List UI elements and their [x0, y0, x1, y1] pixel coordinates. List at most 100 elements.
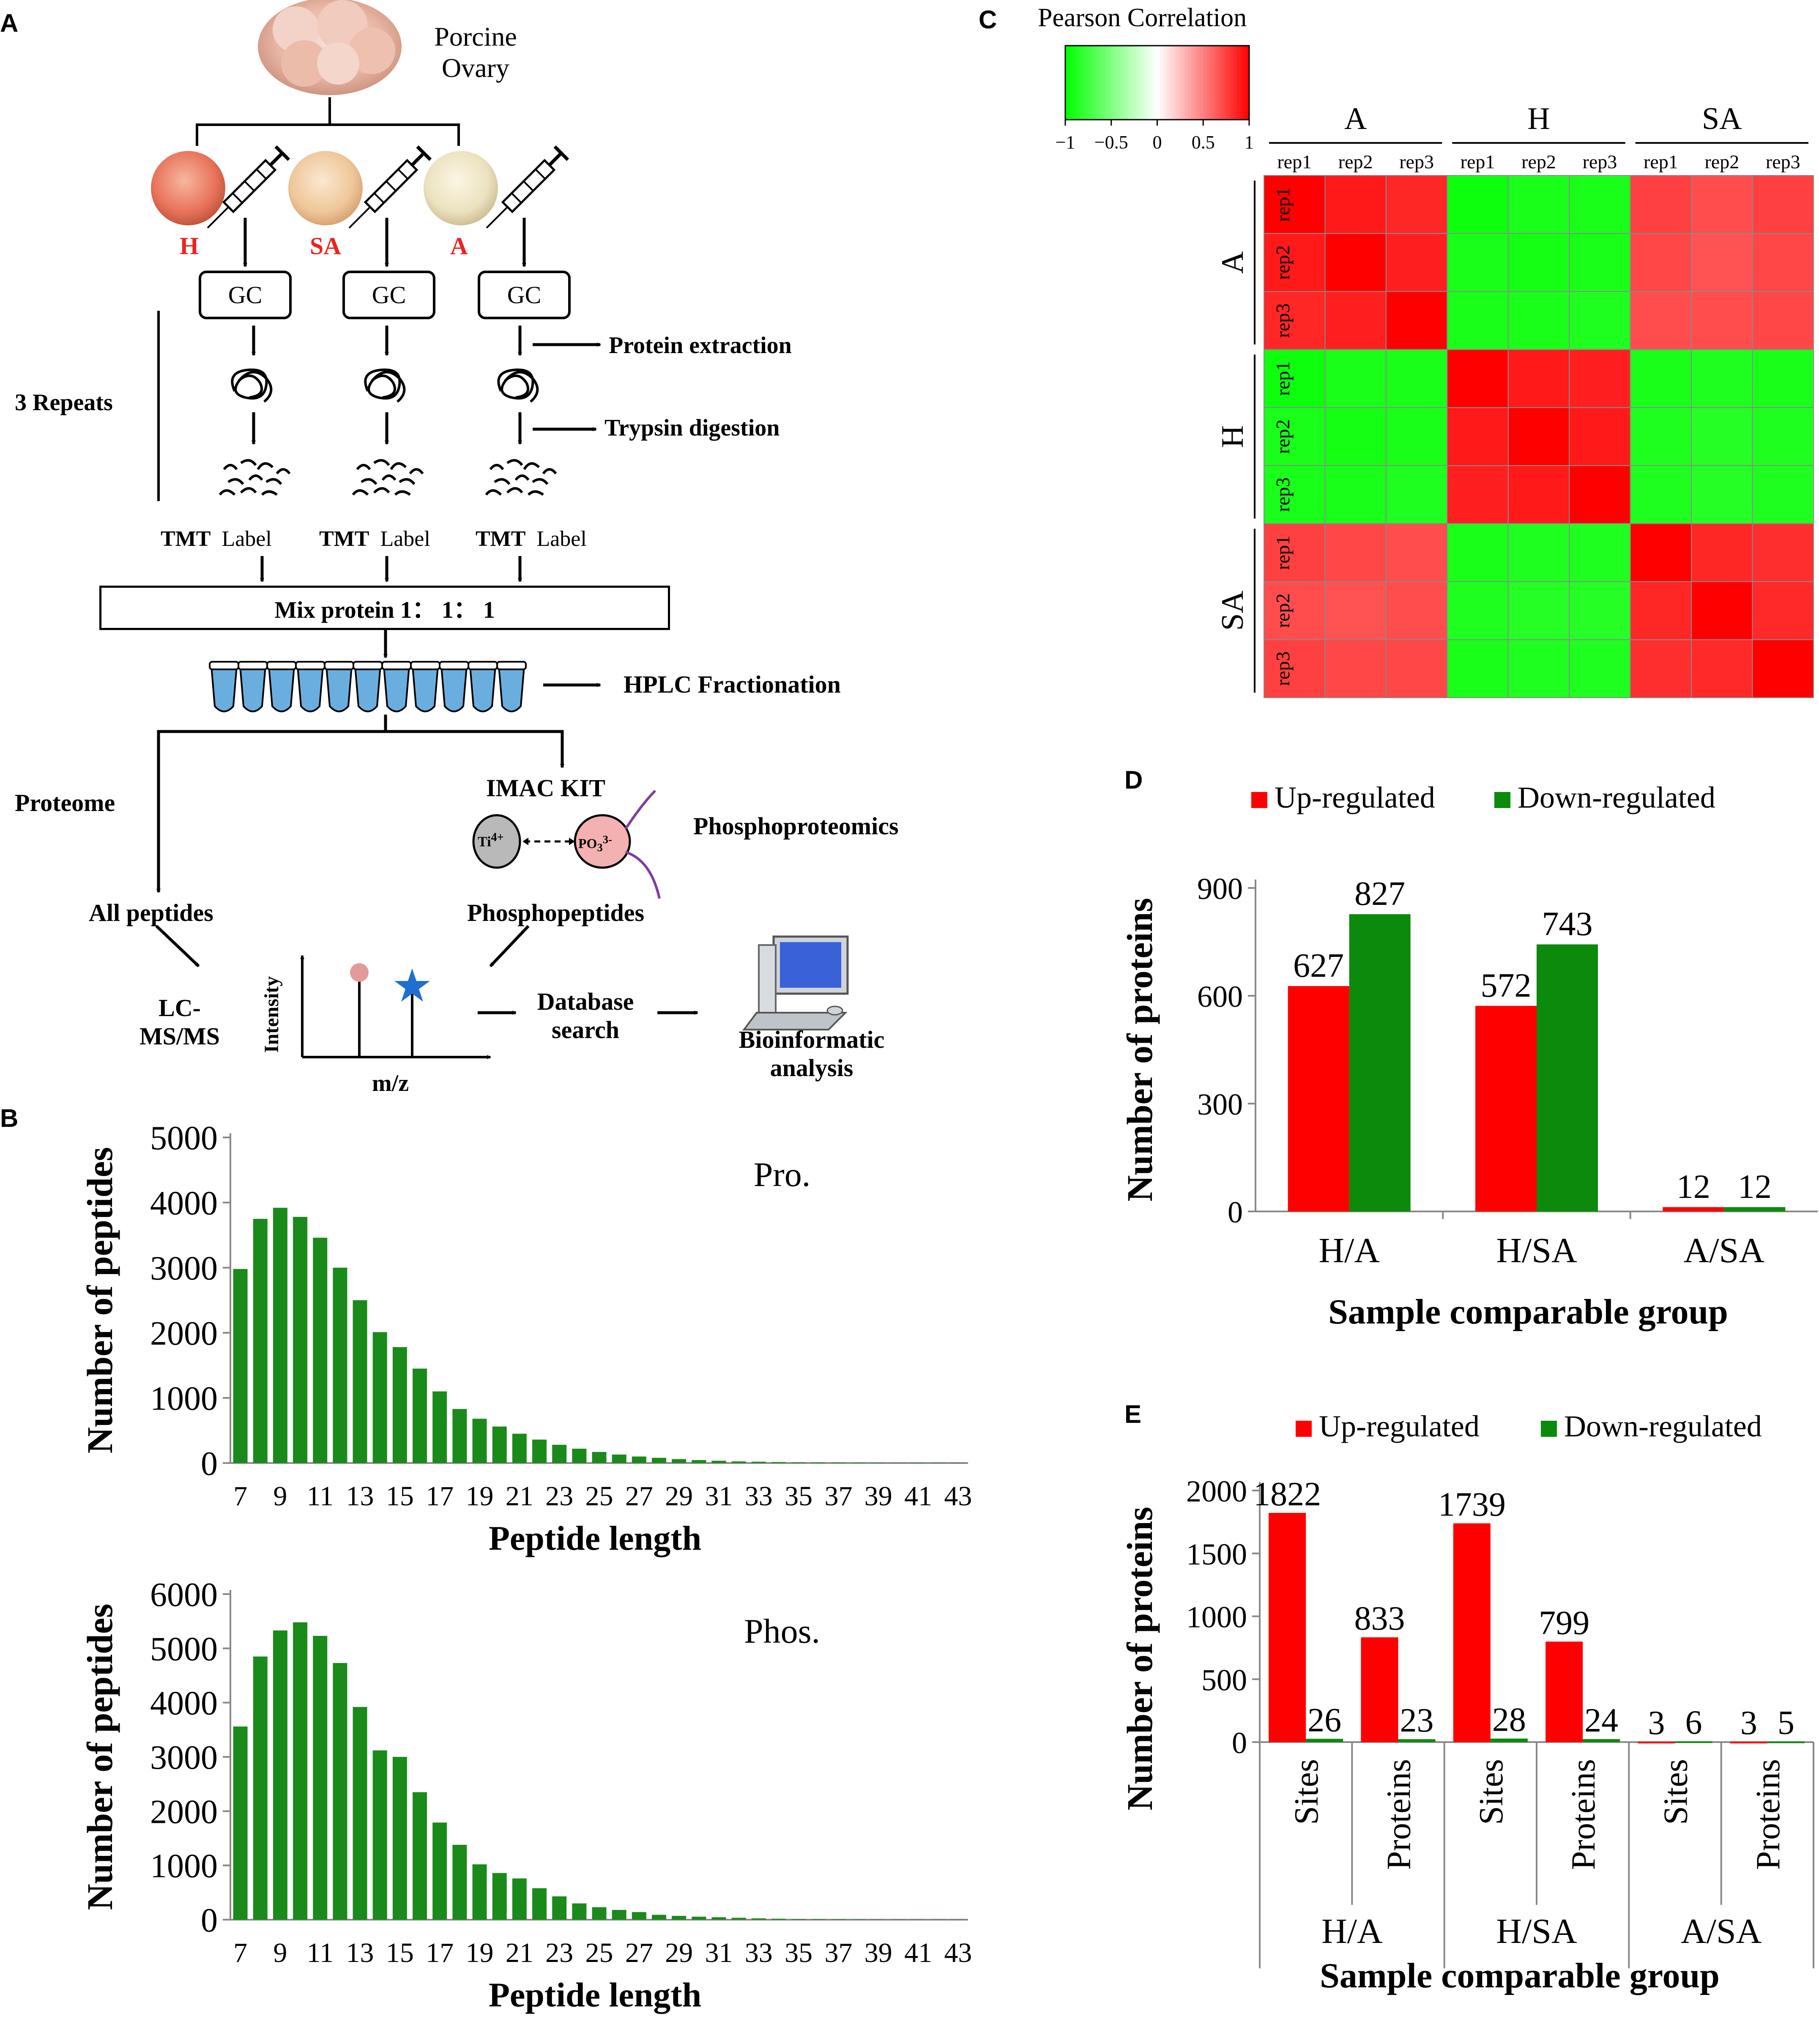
proteome-label: Proteome	[15, 789, 115, 817]
x-tick-label: A/SA	[1684, 1231, 1765, 1270]
y-tick-label: 4000	[150, 1685, 218, 1722]
group-label-a: A	[450, 232, 468, 260]
heatmap-cell	[1752, 175, 1814, 234]
tmt-text: TMT	[476, 527, 526, 551]
heatmap-cell	[1691, 581, 1753, 640]
heatmap-cell	[1569, 581, 1631, 640]
histogram-bar	[472, 1419, 487, 1463]
heatmap-cell	[1507, 349, 1570, 408]
y-tick-label: 900	[1197, 872, 1243, 906]
hplc-label: HPLC Fractionation	[624, 671, 841, 698]
lcms-line1: LC-	[159, 994, 201, 1022]
heatmap-cell	[1630, 233, 1692, 292]
histogram-bar	[432, 1822, 447, 1920]
colorbar-segment	[1117, 46, 1121, 120]
histogram-bar	[692, 1916, 706, 1920]
po-subscript: 3	[597, 841, 603, 854]
heatmap-cell	[1691, 639, 1753, 699]
heatmap-cell	[1385, 175, 1448, 234]
x-subcategory-label: Proteins	[1565, 1759, 1602, 1870]
histogram-bar	[313, 1238, 328, 1463]
y-axis-title: Number of peptides	[79, 1604, 120, 1910]
heatmap-cell	[1324, 465, 1387, 524]
colorbar-segment	[1093, 46, 1097, 120]
colorbar-segment	[1102, 46, 1106, 120]
x-tick-label: 35	[785, 1937, 812, 1968]
x-axis-title: Sample comparable group	[1320, 1956, 1720, 1995]
histogram-bar	[711, 1460, 726, 1463]
row-rep-label: rep1	[1272, 187, 1294, 222]
x-tick-label: 27	[625, 1937, 653, 1968]
x-tick-label: 25	[585, 1481, 613, 1512]
colorbar-segment	[1080, 46, 1084, 120]
y-tick-label: 5000	[150, 1630, 218, 1668]
imac-kit-label: IMAC KIT	[486, 774, 605, 802]
panel-label-c: C	[979, 5, 997, 34]
bar-value-label: 827	[1354, 875, 1405, 912]
bar	[1583, 1739, 1620, 1742]
x-tick-label: H/A	[1318, 1231, 1380, 1270]
x-tick-label: 31	[705, 1937, 733, 1968]
x-subcategory-label: Sites	[1288, 1759, 1325, 1825]
column-rep-label: rep3	[1583, 151, 1617, 173]
bar	[1349, 914, 1411, 1211]
regulated-sites-proteins-chart: Up-regulated Down-regulated 0 500 1000 1500 20…	[1119, 1409, 1814, 1995]
ovary-title-line2: Ovary	[442, 53, 509, 83]
x-subcategory-label: Proteins	[1381, 1759, 1418, 1870]
heatmap-cell	[1630, 291, 1692, 350]
heatmap-cell	[1264, 407, 1326, 466]
x-tick-label: 7	[233, 1937, 247, 1968]
column-group-label: A	[1344, 101, 1367, 136]
y-tick-label: 0	[201, 1445, 218, 1482]
colorbar-segment	[1071, 46, 1075, 120]
colorbar-segment	[1096, 46, 1100, 120]
x-tick-label: 33	[745, 1481, 773, 1512]
bar	[1537, 944, 1598, 1211]
y-tick-label: 300	[1197, 1088, 1243, 1121]
heatmap-cell	[1385, 581, 1448, 640]
protein-icon	[231, 368, 273, 403]
heatmap-cell	[1752, 349, 1814, 408]
histogram-bar	[313, 1636, 328, 1920]
bar-value-label: 799	[1539, 1604, 1589, 1641]
column-rep-label: rep2	[1338, 151, 1373, 173]
bar-value-label: 627	[1293, 947, 1344, 984]
bar-value-label: 1739	[1438, 1486, 1506, 1523]
colorbar-segment	[1127, 46, 1130, 120]
heatmap-cell	[1569, 523, 1631, 582]
y-tick-label: 1000	[1186, 1600, 1247, 1634]
row-group-label: H	[1215, 425, 1250, 448]
regulated-proteins-chart: Up-regulated Down-regulated 0 300 600 900 627 8…	[1119, 781, 1818, 1332]
histogram-bar	[253, 1656, 268, 1920]
colorbar-segment	[1105, 46, 1109, 120]
x-tick-label: 25	[585, 1937, 613, 1968]
bar	[1638, 1742, 1675, 1744]
lcms-line2: MS/MS	[139, 1022, 220, 1050]
bar-value-label: 5	[1778, 1704, 1794, 1742]
peptides-icon	[485, 459, 557, 496]
column-rep-label: rep2	[1521, 151, 1556, 173]
histogram-bar	[612, 1454, 626, 1463]
x-tick-label: 43	[944, 1937, 972, 1968]
x-tick-label: 13	[346, 1937, 374, 1968]
colorbar-segment	[1197, 46, 1201, 120]
colorbar-segment	[1132, 46, 1136, 120]
column-rep-label: rep1	[1461, 151, 1495, 173]
colorbar-segment	[1130, 46, 1133, 120]
colorbar-segment	[1169, 46, 1173, 120]
colorbar-segment	[1078, 46, 1081, 120]
colorbar-segment	[1148, 46, 1152, 120]
heatmap-cell	[1324, 581, 1387, 640]
bar-value-label: 24	[1584, 1702, 1618, 1739]
follicle-h-image	[151, 151, 225, 225]
histogram-bar	[472, 1864, 487, 1920]
heatmap-title: Pearson Correlation	[1038, 3, 1247, 32]
peptides-icon	[352, 459, 424, 496]
x-tick-label: 9	[273, 1481, 287, 1512]
heatmap-cell	[1569, 349, 1631, 408]
x-tick-label: 23	[545, 1937, 573, 1968]
y-tick-label: 3000	[150, 1250, 218, 1287]
bioinformatic-label: Bioinformatic analysis	[719, 1025, 905, 1082]
row-rep-label: rep3	[1272, 303, 1294, 338]
histogram-bar	[392, 1757, 407, 1920]
